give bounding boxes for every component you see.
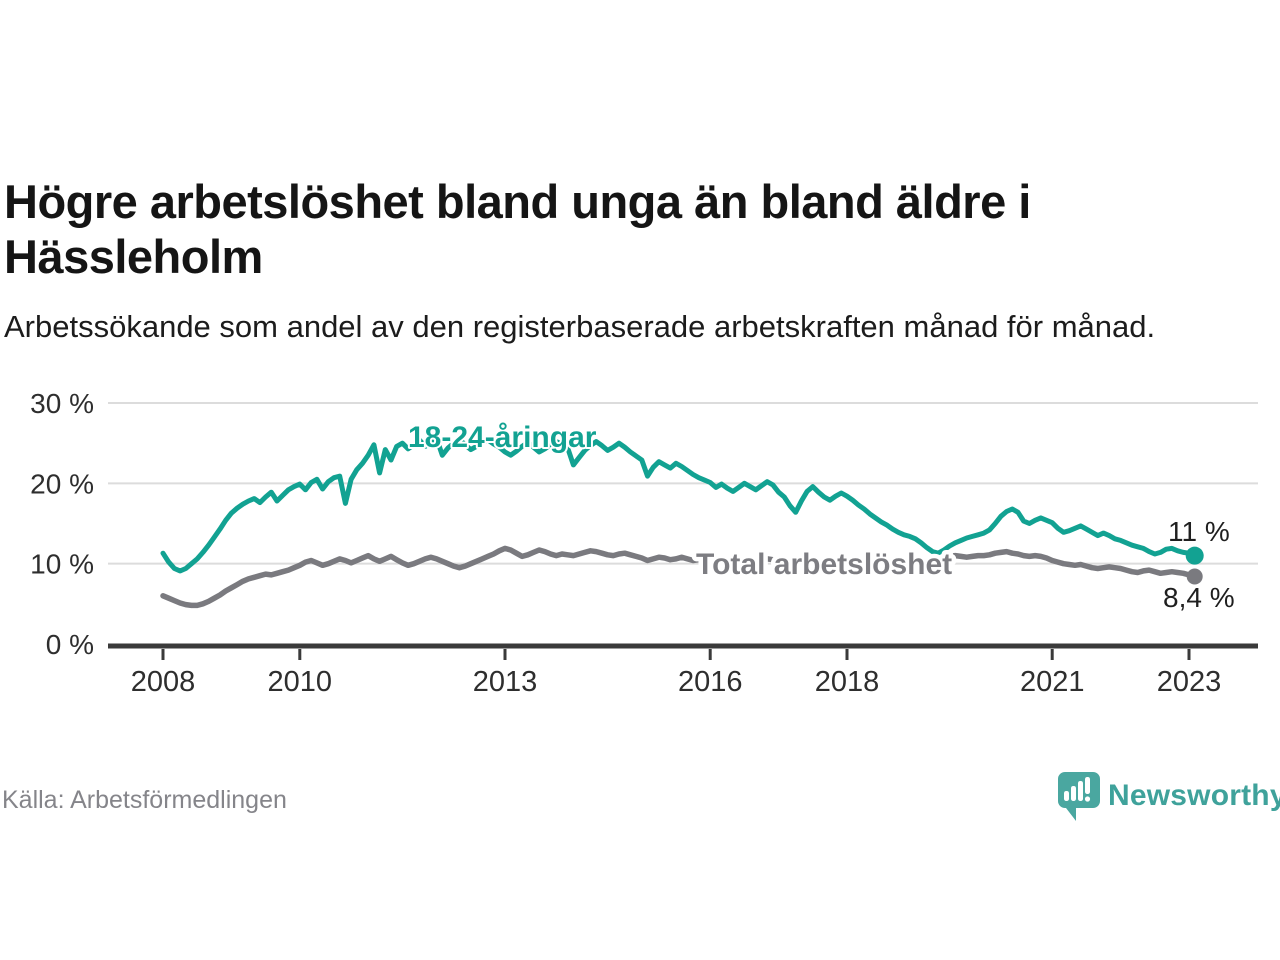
x-tick-label: 2021 (1020, 666, 1085, 698)
page-subtitle: Arbetssökande som andel av den registerb… (4, 309, 1156, 344)
x-tick-label: 2008 (131, 666, 196, 698)
series-line-youth (160, 435, 1198, 574)
annotation-label-1: 18-24-åringar (408, 421, 597, 454)
x-tick-label: 2018 (815, 666, 880, 698)
brand-logo: Newsworthy (1056, 770, 1280, 826)
x-tick-label: 2023 (1157, 666, 1222, 698)
newsworthy-logo-icon (1058, 772, 1100, 821)
brand-name: Newsworthy (1108, 779, 1280, 812)
series-end-dot-total (1186, 568, 1203, 585)
x-tick-label: 2016 (678, 666, 743, 698)
y-tick-label: 20 % (30, 468, 94, 499)
y-tick-label: 0 % (46, 629, 94, 660)
source-credit: Källa: Arbetsförmedlingen (2, 786, 287, 814)
x-tick-label: 2010 (268, 666, 333, 698)
chart-svg: 0 % 10 % 20 % 30 % 2008 2010 2013 2016 2018 2021 2… (30, 388, 1258, 698)
series-end-dot-youth (1185, 546, 1204, 565)
series-line-total (160, 545, 1198, 609)
x-tick-label: 2013 (473, 666, 538, 698)
y-tick-label: 30 % (30, 388, 94, 419)
annotation-label-3: 8,4 % (1163, 582, 1235, 613)
page-title: Högre arbetslöshet bland unga än bland ä… (4, 175, 1031, 284)
annotation-label-2: 11 % (1168, 516, 1230, 547)
y-tick-label: 10 % (30, 549, 94, 580)
annotation-label-0: Total arbetslöshet (696, 548, 952, 581)
